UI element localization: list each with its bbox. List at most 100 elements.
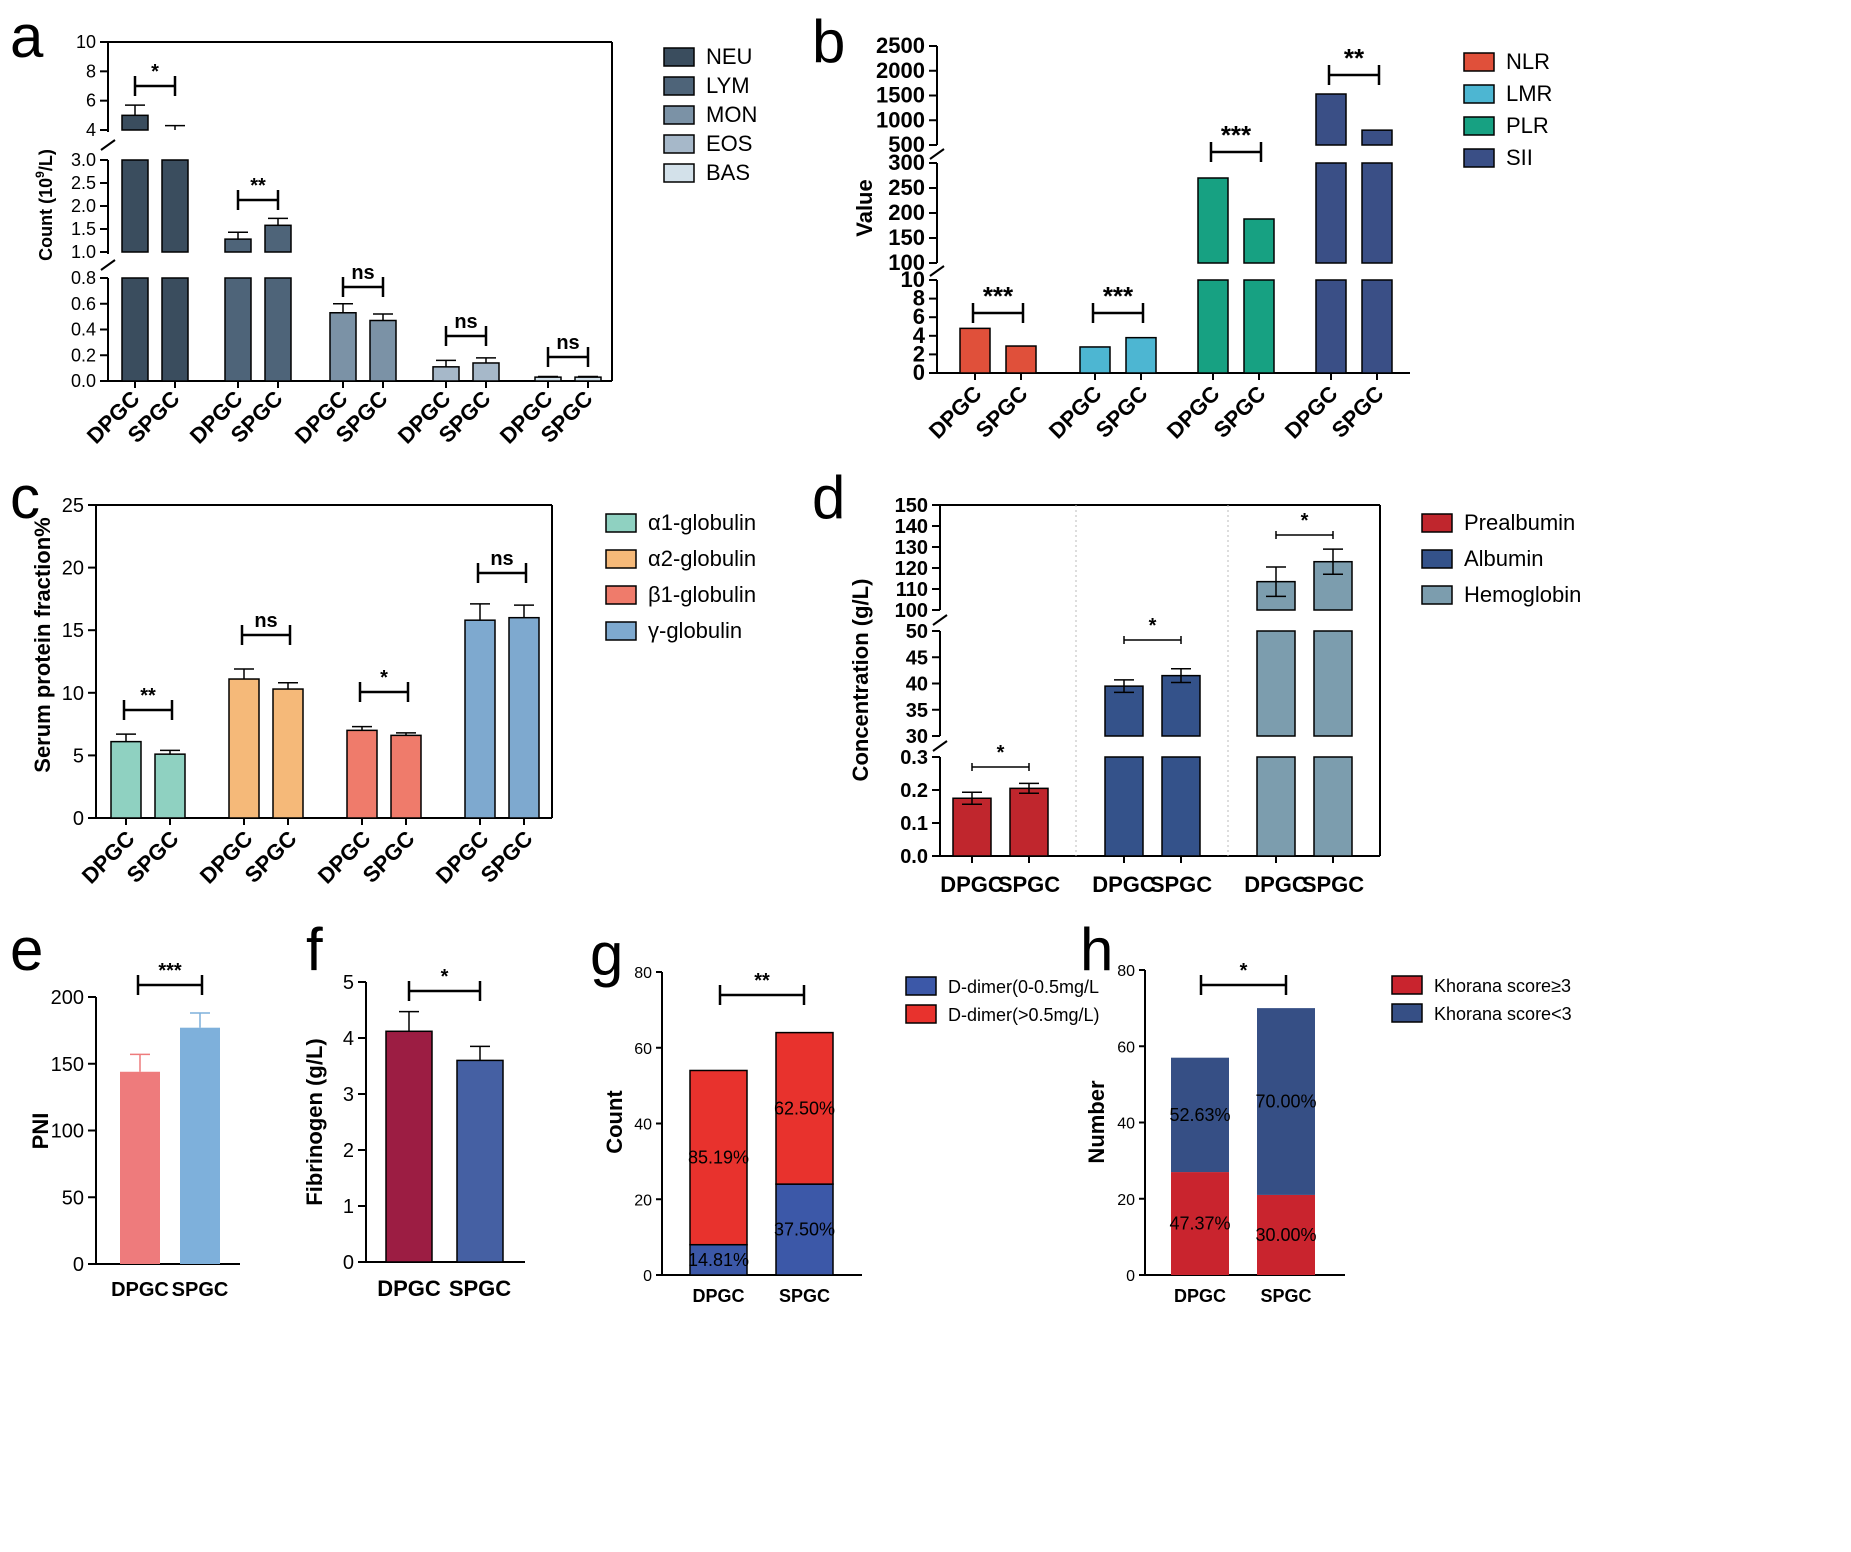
bar-Albumin-SPGC	[1161, 674, 1201, 737]
x-tick-label: SPGC	[1091, 381, 1153, 443]
bar-Prealbumin-SPGC	[1009, 787, 1049, 857]
y-tick-label: 45	[906, 647, 928, 669]
y-tick-label: 0.1	[900, 813, 928, 835]
bar-α1-globulin-SPGC	[154, 753, 186, 819]
bar-BAS-DPGC	[534, 376, 562, 382]
panel-letter-c: c	[10, 464, 40, 531]
y-tick-label: 60	[1117, 1039, 1135, 1056]
legend-label: BAS	[706, 160, 750, 185]
bar-EOS-DPGC	[432, 366, 460, 382]
data-label: 30.00%	[1255, 1225, 1316, 1245]
bar-MON-SPGC	[369, 319, 397, 382]
y-tick-label: 6	[86, 91, 96, 111]
y-axis-label: Serum protein fraction%	[30, 517, 55, 772]
bar-LMR-SPGC	[1125, 336, 1157, 374]
bar-Hemoglobin-SPGC	[1313, 630, 1353, 737]
significance-label: ***	[1103, 281, 1134, 311]
significance-label: *	[1301, 510, 1309, 532]
bar-NEU-SPGC	[161, 159, 189, 253]
bar-NLR-DPGC	[959, 327, 991, 374]
x-tick-label: DPGC	[924, 381, 987, 444]
legend-label: LMR	[1506, 81, 1552, 106]
y-tick-label: 3	[343, 1084, 354, 1106]
legend-label: γ-globulin	[648, 618, 742, 643]
significance-label: *	[1149, 615, 1157, 637]
bar-Hemoglobin-SPGC	[1313, 756, 1353, 857]
y-tick-label: 1	[343, 1196, 354, 1218]
legend-swatch	[663, 134, 695, 154]
x-tick-label: DPGC	[1174, 1286, 1226, 1306]
y-tick-label: 0	[643, 1268, 652, 1285]
y-tick-label: 2.5	[71, 173, 96, 193]
y-tick-label: 120	[895, 558, 928, 580]
y-tick-label: 0.0	[71, 371, 96, 391]
bar-PLR-DPGC	[1197, 177, 1229, 264]
legend-label: α2-globulin	[648, 546, 756, 571]
y-tick-label: 150	[51, 1054, 84, 1076]
y-tick-label: 0	[73, 808, 84, 830]
axis-break	[932, 614, 948, 626]
bar-LYM-DPGC	[224, 238, 252, 253]
bar-PLR-SPGC	[1243, 279, 1275, 374]
legend-swatch	[905, 976, 937, 996]
y-tick-label: 200	[888, 200, 925, 225]
bar-β1-globulin-DPGC	[346, 729, 378, 819]
y-tick-label: 10	[76, 32, 96, 52]
bar-EOS-SPGC	[472, 362, 500, 382]
x-tick-label: SPGC	[998, 872, 1060, 897]
y-tick-label: 20	[634, 1192, 652, 1209]
panel-letter-b: b	[812, 8, 845, 75]
x-tick-label: SPGC	[1302, 872, 1364, 897]
y-tick-label: 40	[906, 674, 928, 696]
y-tick-label: 40	[1117, 1116, 1135, 1133]
bar-α2-globulin-SPGC	[272, 688, 304, 819]
bar-PLR-DPGC	[1197, 279, 1229, 374]
legend-label: MON	[706, 102, 757, 127]
data-label: 47.37%	[1169, 1214, 1230, 1234]
x-tick-label: SPGC	[1260, 1286, 1311, 1306]
bar-NEU-SPGC	[161, 277, 189, 382]
significance-label: ns	[254, 610, 277, 632]
bar-SII-SPGC	[1361, 129, 1393, 146]
y-tick-label: 0.3	[900, 747, 928, 769]
x-tick-label: DPGC	[377, 1276, 441, 1301]
legend-swatch	[1463, 84, 1495, 104]
y-tick-label: 8	[86, 61, 96, 81]
bar-SPGC	[180, 1027, 220, 1264]
bar-Hemoglobin-DPGC	[1256, 630, 1296, 737]
legend-label: EOS	[706, 131, 752, 156]
y-tick-label: 0.2	[900, 780, 928, 802]
y-tick-label: 25	[62, 495, 84, 517]
y-tick-label: 0.8	[71, 268, 96, 288]
significance-label: *	[441, 966, 449, 988]
bar-PLR-SPGC	[1243, 218, 1275, 264]
bar-MON-DPGC	[329, 312, 357, 382]
bar-LYM-DPGC	[224, 277, 252, 382]
data-label: 70.00%	[1255, 1092, 1316, 1112]
legend-label: α1-globulin	[648, 510, 756, 535]
legend-swatch	[1463, 116, 1495, 136]
y-tick-label: 100	[888, 250, 925, 275]
y-tick-label: 2	[343, 1140, 354, 1162]
y-tick-label: 2.0	[71, 196, 96, 216]
significance-label: *	[997, 742, 1005, 764]
legend-swatch	[605, 549, 637, 569]
y-tick-label: 4	[86, 120, 96, 140]
x-tick-label: SPGC	[172, 1279, 229, 1301]
y-tick-label: 20	[1117, 1192, 1135, 1209]
x-tick-label: SPGC	[1209, 381, 1271, 443]
y-tick-label: 100	[51, 1121, 84, 1143]
x-tick-label: SPGC	[1150, 872, 1212, 897]
panel-letter-g: g	[590, 921, 623, 988]
y-tick-label: 4	[913, 323, 926, 348]
bar-D-dimer(0-0.5mg/L-SPGC	[775, 1183, 834, 1276]
axis-break	[932, 740, 948, 752]
bar-DPGC	[385, 1030, 433, 1263]
significance-label: *	[380, 667, 388, 689]
x-tick-label: DPGC	[1244, 872, 1308, 897]
y-tick-label: 1.5	[71, 219, 96, 239]
legend-swatch	[663, 105, 695, 125]
legend-swatch	[663, 163, 695, 183]
y-axis-label: Count	[602, 1090, 627, 1154]
